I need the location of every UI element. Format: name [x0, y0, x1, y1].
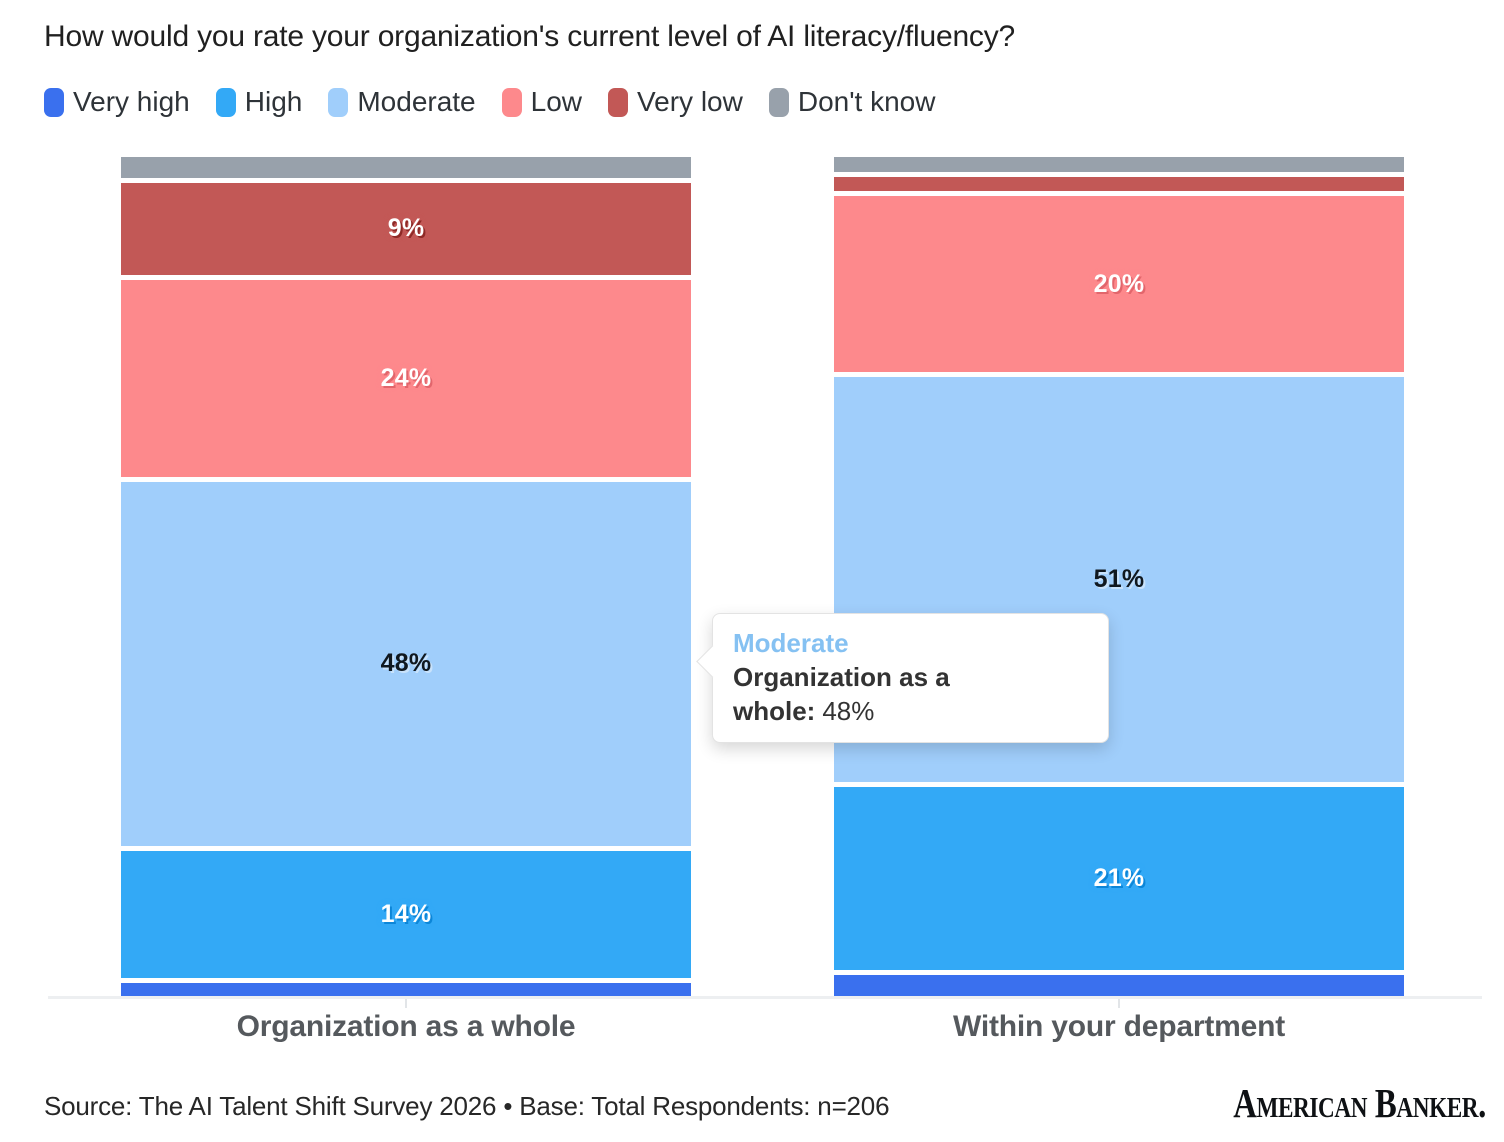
segment-very-low[interactable]: 9% — [121, 182, 691, 275]
segment-very-high[interactable] — [121, 983, 691, 997]
tooltip-category-label: Organization as a whole: — [733, 662, 950, 726]
tooltip-series-name: Moderate — [733, 628, 849, 658]
x-axis-line — [48, 996, 1482, 999]
american-banker-logo: American Banker. — [1233, 1080, 1486, 1126]
segment-value-label: 24% — [380, 363, 432, 392]
legend-item-very-high: Very high — [44, 86, 190, 118]
legend-item-high: High — [215, 86, 303, 118]
legend-item-low: Low — [501, 86, 583, 118]
segment-value-label: 21% — [1093, 863, 1145, 892]
segment-low[interactable]: 24% — [121, 279, 691, 477]
axis-tick-right — [1118, 999, 1120, 1008]
axis-tick-left — [405, 999, 407, 1008]
segment-value-label: 48% — [380, 649, 432, 678]
segment-high[interactable]: 21% — [834, 786, 1404, 970]
legend-label-very-high: Very high — [73, 86, 190, 117]
segment-high[interactable]: 14% — [121, 851, 691, 979]
segment-don-t-know[interactable] — [121, 157, 691, 178]
chart-title: How would you rate your organization's c… — [44, 20, 1016, 53]
legend-item-don-t-know: Don't know — [768, 86, 936, 118]
segment-value-label: 14% — [380, 900, 432, 929]
legend-item-moderate: Moderate — [328, 86, 476, 118]
legend-swatch-high — [215, 87, 236, 117]
tooltip-body: Organization as a whole: 48% — [733, 660, 1088, 728]
legend-swatch-very-high — [44, 87, 64, 117]
tooltip-pointer — [696, 645, 729, 678]
stacked-bar-organization-as-a-whole: 9% 24% 48% 14% — [121, 157, 691, 997]
segment-value-label: 9% — [387, 214, 425, 243]
category-label-department: Within your department — [952, 1010, 1285, 1043]
segment-moderate[interactable]: 48% — [121, 481, 691, 847]
legend-swatch-don-t-know — [768, 87, 789, 117]
legend-swatch-moderate — [328, 87, 349, 117]
legend: Very high High Moderate Low Very low Don't kn… — [44, 86, 935, 118]
tooltip-value: 48% — [822, 696, 875, 726]
legend-label-high: High — [244, 86, 303, 117]
legend-item-very-low: Very low — [608, 86, 743, 118]
source-note: Source: The AI Talent Shift Survey 2026 … — [44, 1091, 890, 1121]
legend-label-low: Low — [530, 86, 583, 117]
legend-swatch-low — [501, 87, 522, 117]
category-label-organization: Organization as a whole — [236, 1010, 576, 1043]
tooltip: Moderate Organization as a whole: 48% — [696, 613, 1109, 743]
legend-label-very-low: Very low — [637, 86, 743, 117]
segment-value-label: 20% — [1093, 269, 1145, 298]
legend-label-moderate: Moderate — [357, 86, 476, 117]
segment-value-label: 51% — [1093, 565, 1145, 593]
segment-very-low[interactable] — [834, 176, 1404, 192]
legend-label-don-t-know: Don't know — [797, 86, 936, 117]
legend-swatch-very-low — [608, 87, 629, 117]
stacked-bar-within-your-department: 20% 51% 21% — [834, 157, 1404, 997]
segment-don-t-know[interactable] — [834, 157, 1404, 172]
segment-low[interactable]: 20% — [834, 196, 1404, 373]
segment-very-high[interactable] — [834, 974, 1404, 997]
